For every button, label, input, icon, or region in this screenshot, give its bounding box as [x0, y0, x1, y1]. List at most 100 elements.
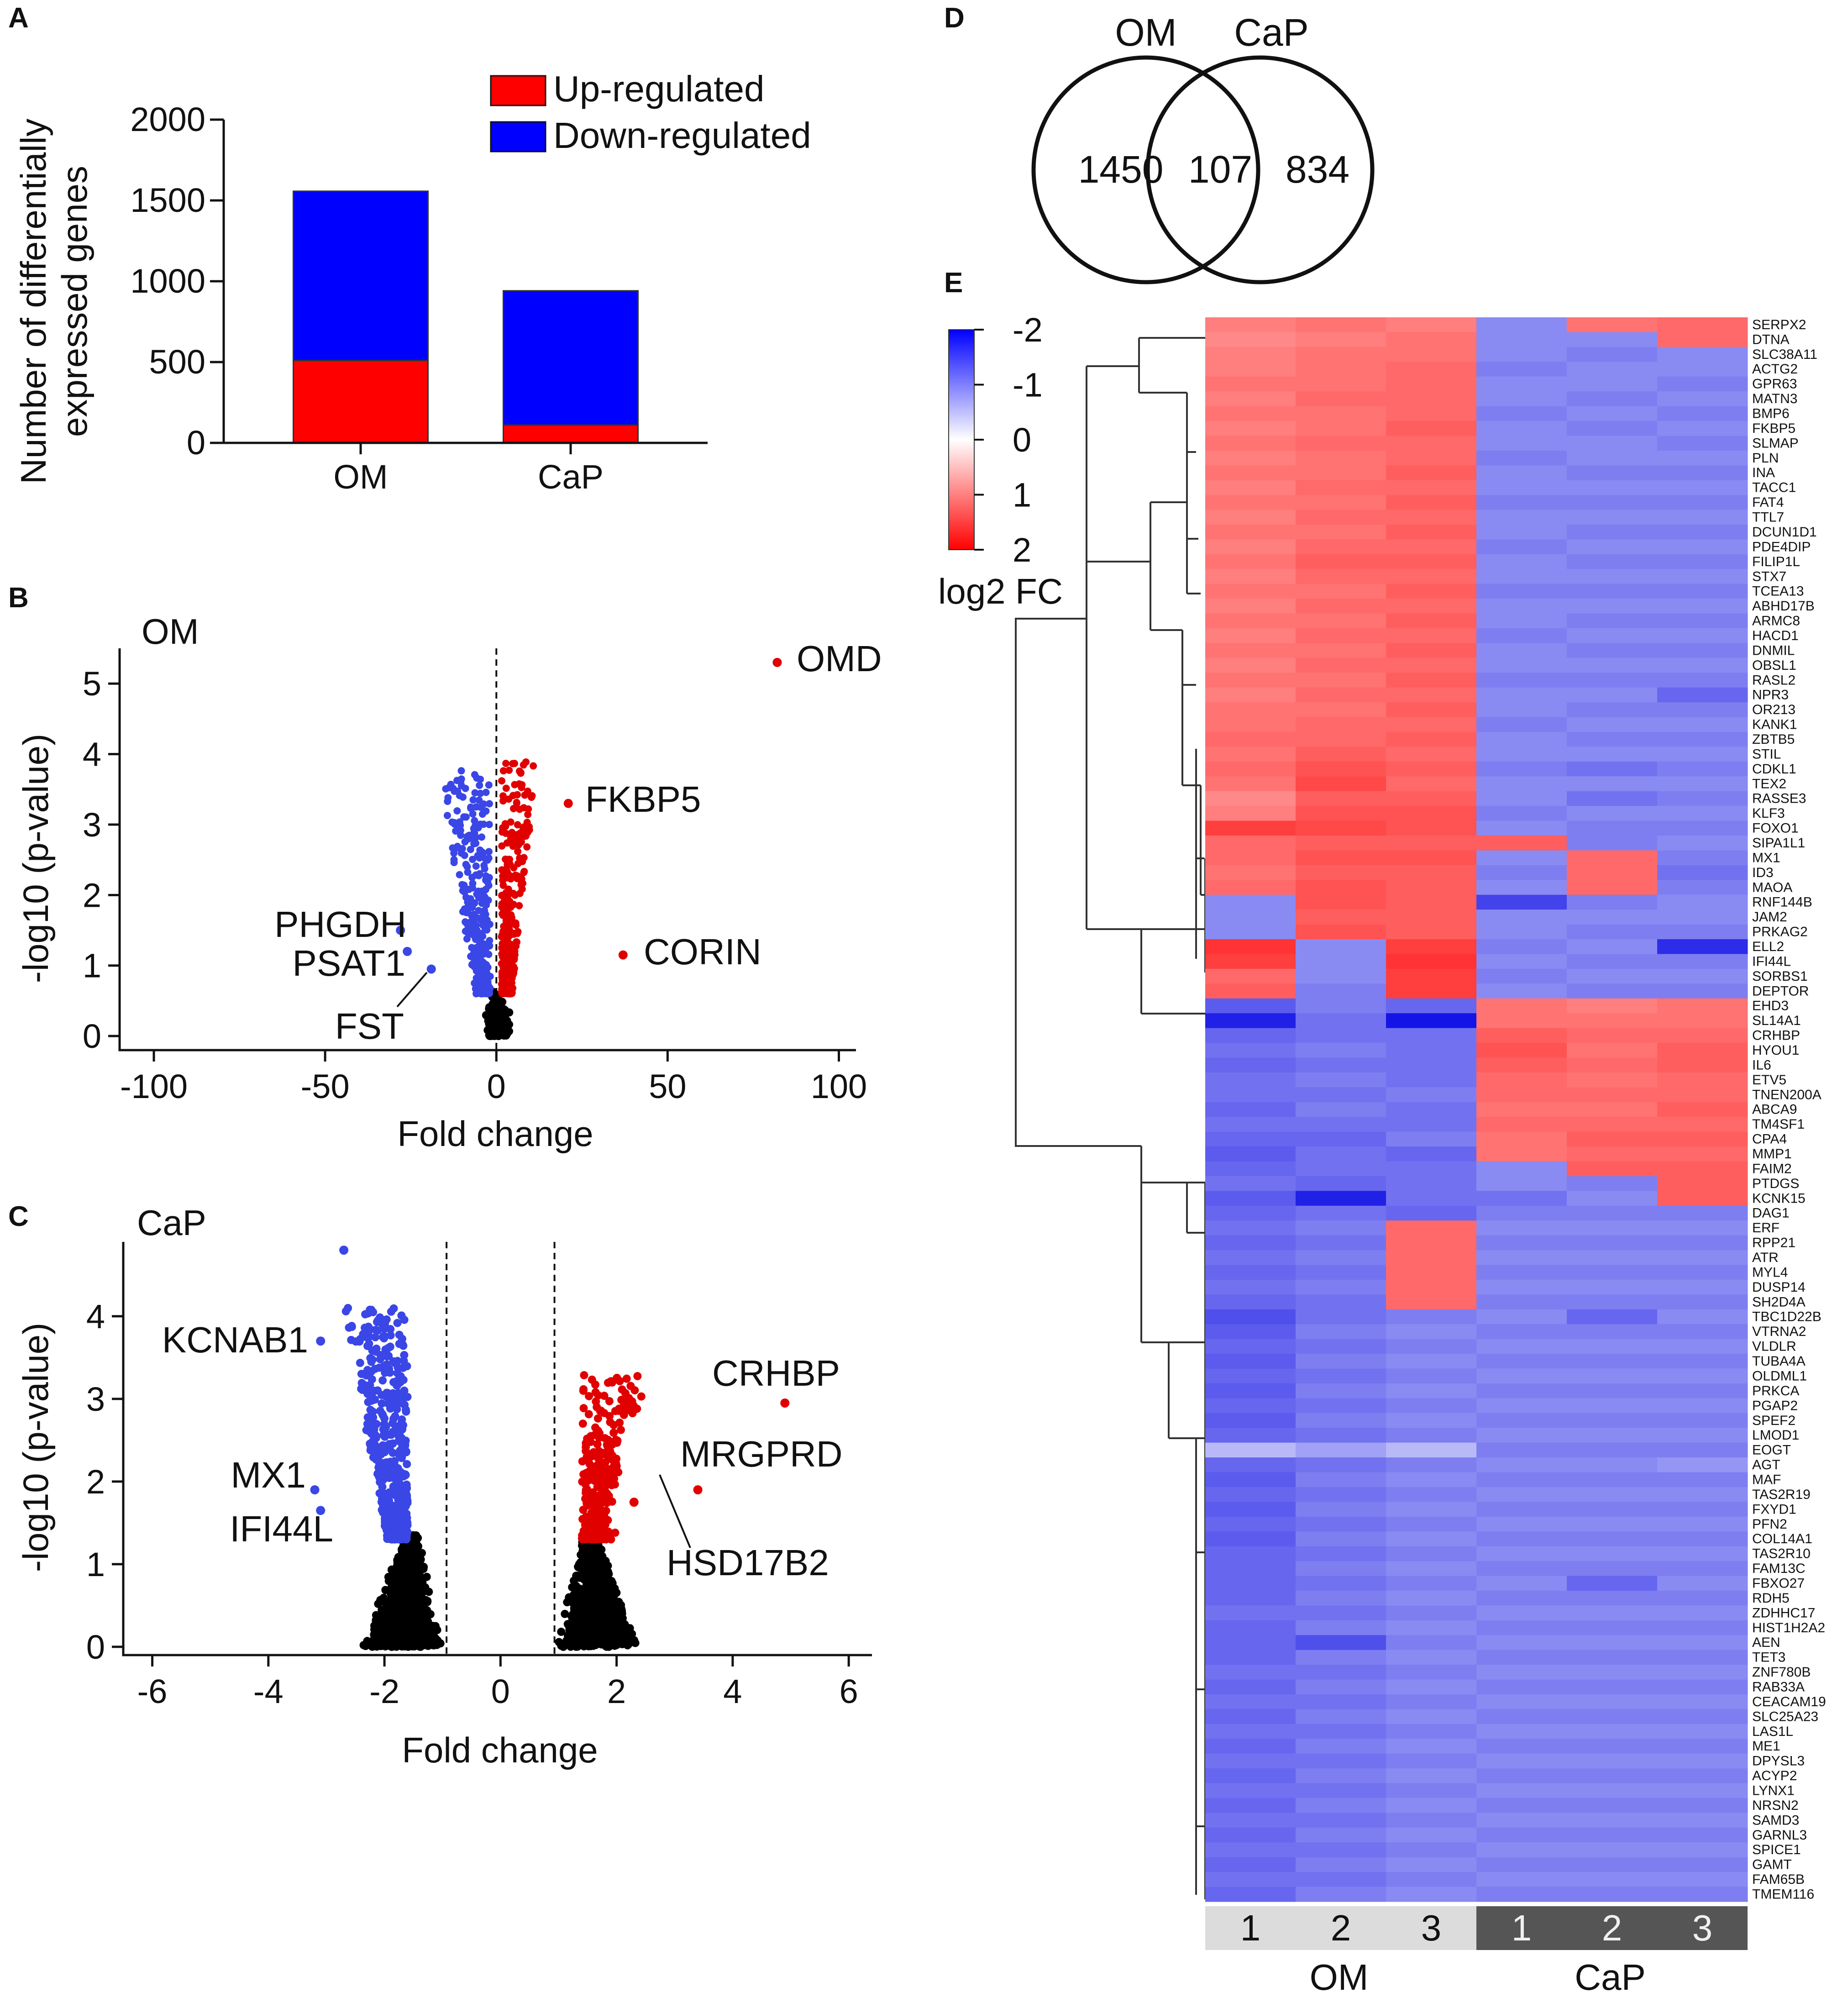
- heatmap-cell: [1386, 1368, 1477, 1384]
- heatmap-cell: [1476, 436, 1567, 451]
- heatmap-cell: [1205, 820, 1296, 836]
- heatmap-cell: [1476, 1798, 1567, 1813]
- heatmap-cell: [1476, 1620, 1567, 1635]
- heatmap-cell: [1386, 1398, 1477, 1414]
- gene-label: FST: [335, 1006, 404, 1046]
- heatmap-cell: [1386, 1102, 1477, 1117]
- point-down: [381, 1515, 389, 1524]
- highlight-point: [403, 946, 412, 956]
- gene-label: MX1: [1752, 850, 1780, 865]
- xtick-label: -50: [301, 1067, 350, 1105]
- point-ns: [494, 1016, 503, 1025]
- point-down: [480, 976, 488, 984]
- heatmap-cell: [1476, 465, 1567, 481]
- gene-label: RDH5: [1752, 1591, 1790, 1606]
- heatmap-cell: [1205, 436, 1296, 451]
- point-up: [520, 867, 528, 875]
- point-up: [507, 919, 515, 927]
- heatmap-cell: [1567, 732, 1658, 747]
- heatmap-cell: [1296, 569, 1386, 584]
- heatmap-cell: [1386, 1665, 1477, 1680]
- bar-om-up: [293, 359, 429, 444]
- heatmap-cell: [1296, 657, 1386, 673]
- point-down: [468, 944, 476, 952]
- heatmap-cell: [1476, 1768, 1567, 1784]
- xtick-label: -6: [137, 1672, 168, 1710]
- point-down: [384, 1534, 393, 1543]
- heatmap-cell: [1476, 1813, 1567, 1828]
- heatmap-cell: [1567, 1057, 1658, 1073]
- heatmap-cell: [1296, 1279, 1386, 1295]
- heatmap-cell: [1567, 1383, 1658, 1398]
- point-down: [401, 1494, 410, 1503]
- heatmap-cell: [1296, 1161, 1386, 1177]
- heatmap-cell: [1296, 1768, 1386, 1784]
- point-down: [469, 900, 477, 908]
- heatmap-cell: [1567, 539, 1658, 555]
- heatmap-cell: [1657, 599, 1748, 614]
- heatmap-cell: [1567, 776, 1658, 792]
- heatmap-cell: [1386, 1827, 1477, 1843]
- heatmap-cell: [1567, 1220, 1658, 1236]
- heatmap-cell: [1476, 1413, 1567, 1428]
- heatmap-cell: [1205, 1546, 1296, 1561]
- heatmap-cell: [1567, 1768, 1658, 1784]
- point-up: [618, 1385, 626, 1394]
- point-up: [615, 1404, 624, 1413]
- heatmap-cell: [1386, 1887, 1477, 1902]
- point-ns: [495, 999, 504, 1008]
- heatmap-cell: [1205, 1072, 1296, 1088]
- point-ns: [584, 1545, 593, 1553]
- heatmap-cell: [1476, 317, 1567, 332]
- point-ns: [415, 1590, 423, 1598]
- heatmap-cell: [1296, 702, 1386, 718]
- panel-a-ytick-label: 1500: [130, 181, 205, 219]
- heatmap-cell: [1386, 983, 1477, 999]
- heatmap-cell: [1567, 1368, 1658, 1384]
- heatmap-cell: [1205, 1324, 1296, 1340]
- gene-label: MYL4: [1752, 1265, 1788, 1280]
- point-ns: [406, 1618, 415, 1627]
- point-up: [616, 1425, 625, 1434]
- heatmap-cell: [1567, 850, 1658, 866]
- point-down: [396, 1534, 404, 1543]
- gene-label: DAG1: [1752, 1206, 1790, 1221]
- point-ns: [387, 1566, 396, 1574]
- point-down: [392, 1424, 401, 1432]
- heatmap-cell: [1296, 628, 1386, 643]
- point-down: [371, 1333, 380, 1341]
- heatmap-cell: [1205, 687, 1296, 703]
- heatmap-cell: [1296, 687, 1386, 703]
- point-up: [585, 1476, 593, 1484]
- venn-circle-cap: [1145, 55, 1375, 284]
- gene-label: OBSL1: [1752, 658, 1796, 673]
- gene-label: TET3: [1752, 1650, 1785, 1665]
- heatmap-cell: [1205, 909, 1296, 925]
- heatmap-cell: [1296, 554, 1386, 569]
- heatmap-cell: [1296, 1191, 1386, 1206]
- heatmap-cell: [1296, 1146, 1386, 1162]
- panel-a-ytick-label: 500: [149, 343, 205, 381]
- heatmap-cell: [1567, 747, 1658, 762]
- heatmap-cell: [1205, 628, 1296, 643]
- point-up: [596, 1493, 605, 1502]
- heatmap-cell: [1476, 643, 1567, 658]
- heatmap-cell: [1296, 806, 1386, 821]
- heatmap-cell: [1657, 1146, 1748, 1162]
- heatmap-cell: [1296, 643, 1386, 658]
- heatmap-cell: [1657, 968, 1748, 984]
- point-down: [379, 1362, 388, 1371]
- heatmap-cell: [1205, 1205, 1296, 1221]
- heatmap-cell: [1476, 1457, 1567, 1473]
- panel-b-points: [442, 758, 537, 1041]
- heatmap-cell: [1567, 687, 1658, 703]
- point-ns: [398, 1580, 406, 1589]
- heatmap-cell: [1567, 1309, 1658, 1325]
- heatmap-cell: [1296, 776, 1386, 792]
- point-up: [517, 769, 525, 777]
- heatmap-cell: [1386, 968, 1477, 984]
- gene-label: ZBTB5: [1752, 732, 1795, 747]
- gene-label: CEACAM19: [1752, 1694, 1826, 1709]
- heatmap-column-label: 1: [1512, 1908, 1532, 1948]
- heatmap-cell: [1476, 983, 1567, 999]
